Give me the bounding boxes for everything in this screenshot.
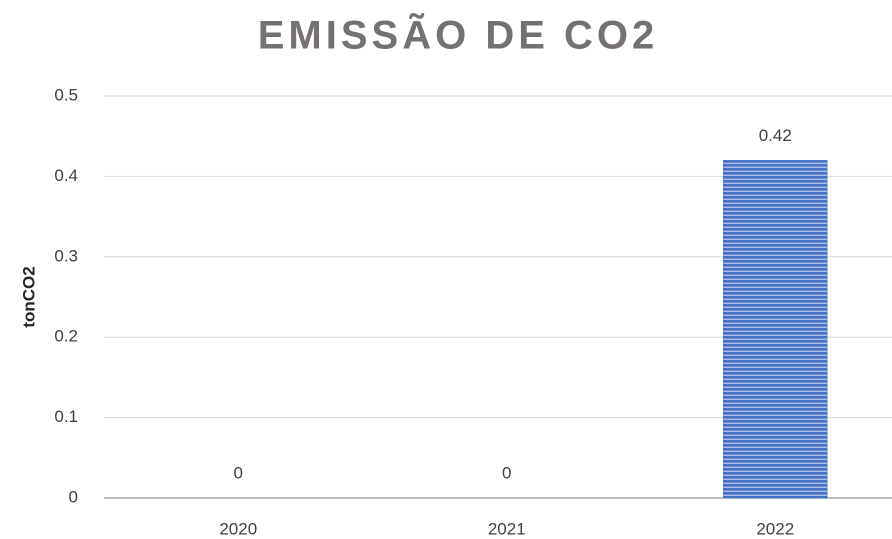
y-tick-label: 0.3: [54, 246, 78, 265]
chart-title: EMISSÃO DE CO2: [258, 12, 659, 58]
x-tick-label: 2021: [488, 519, 526, 538]
y-tick-label: 0.4: [54, 166, 78, 185]
data-label: 0: [234, 463, 243, 482]
y-tick-label: 0: [69, 487, 78, 506]
y-tick-label: 0.1: [54, 407, 78, 426]
data-label: 0: [502, 463, 511, 482]
y-axis-label: tonCO2: [19, 266, 38, 327]
x-tick-label: 2022: [756, 519, 794, 538]
y-tick-label: 0.5: [54, 85, 78, 104]
bar: [723, 160, 828, 499]
data-label: 0.42: [759, 126, 792, 145]
x-tick-label: 2020: [219, 519, 257, 538]
y-tick-label: 0.2: [54, 327, 78, 346]
